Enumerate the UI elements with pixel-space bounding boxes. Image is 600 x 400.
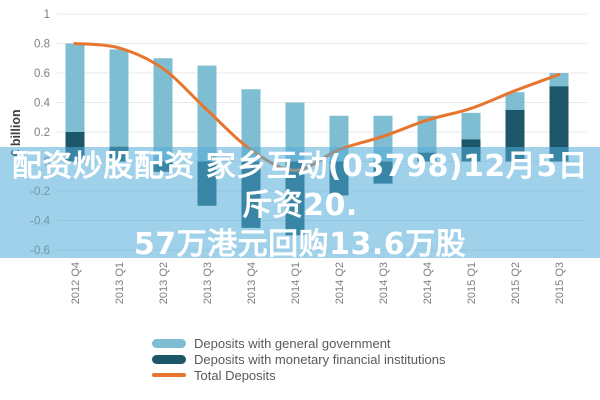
- x-tick-label: 2014 Q3: [378, 262, 390, 304]
- legend-label-general-government: Deposits with general government: [194, 335, 391, 351]
- x-tick-label: 2013 Q1: [114, 262, 126, 304]
- x-tick-label: 2013 Q2: [158, 262, 170, 304]
- x-tick-label: 2012 Q4: [70, 262, 82, 304]
- x-tick-label: 2015 Q2: [510, 262, 522, 304]
- bar-segment-general-government: [417, 115, 437, 153]
- x-tick-label: 2015 Q3: [554, 262, 566, 304]
- x-tick-label: 2014 Q2: [334, 262, 346, 304]
- y-tick-label: 0.2: [34, 127, 50, 139]
- bar-segment-monetary-financial-institutions: [549, 86, 569, 162]
- legend-item-monetary-financial-institutions: Deposits with monetary financial institu…: [152, 351, 445, 367]
- y-tick-label: 0.6: [34, 68, 50, 80]
- x-tick-label: 2014 Q4: [422, 262, 434, 304]
- headline-overlay: 配资炒股配资 家乡互动(03798)12月5日斥资20. 57万港元回购13.6…: [0, 147, 600, 262]
- bar-segment-general-government: [197, 65, 217, 162]
- y-axis-title: € billion: [9, 109, 23, 156]
- bar-segment-general-government: [505, 92, 525, 110]
- legend-label-total-deposits: Total Deposits: [194, 367, 276, 383]
- bar-segment-general-government: [241, 89, 261, 162]
- x-tick-label: 2013 Q4: [246, 262, 258, 304]
- x-tick-label: 2015 Q1: [466, 262, 478, 304]
- x-tick-label: 2014 Q1: [290, 262, 302, 304]
- legend: Deposits with general government Deposit…: [152, 335, 445, 383]
- legend-swatch-general-government-icon: [152, 338, 186, 348]
- legend-item-general-government: Deposits with general government: [152, 335, 445, 351]
- y-tick-label: 0.4: [34, 98, 51, 110]
- headline-line-1: 配资炒股配资 家乡互动(03798)12月5日斥资20.: [11, 149, 589, 223]
- headline-line-2: 57万港元回购13.6万股: [133, 227, 467, 262]
- bar-segment-general-government: [153, 58, 173, 162]
- bar-segment-general-government: [461, 112, 481, 140]
- legend-swatch-total-deposits-icon: [152, 373, 186, 377]
- legend-swatch-monetary-financial-institutions-icon: [152, 354, 186, 364]
- y-tick-label: 0.8: [34, 39, 50, 51]
- bar-segment-general-government: [65, 43, 85, 132]
- legend-item-total-deposits: Total Deposits: [152, 367, 445, 383]
- legend-label-monetary-financial-institutions: Deposits with monetary financial institu…: [194, 351, 446, 367]
- bar-segment-general-government: [109, 49, 129, 147]
- y-tick-label: 1: [44, 9, 50, 21]
- x-tick-label: 2013 Q3: [202, 262, 214, 304]
- bar-segment-general-government: [285, 102, 305, 162]
